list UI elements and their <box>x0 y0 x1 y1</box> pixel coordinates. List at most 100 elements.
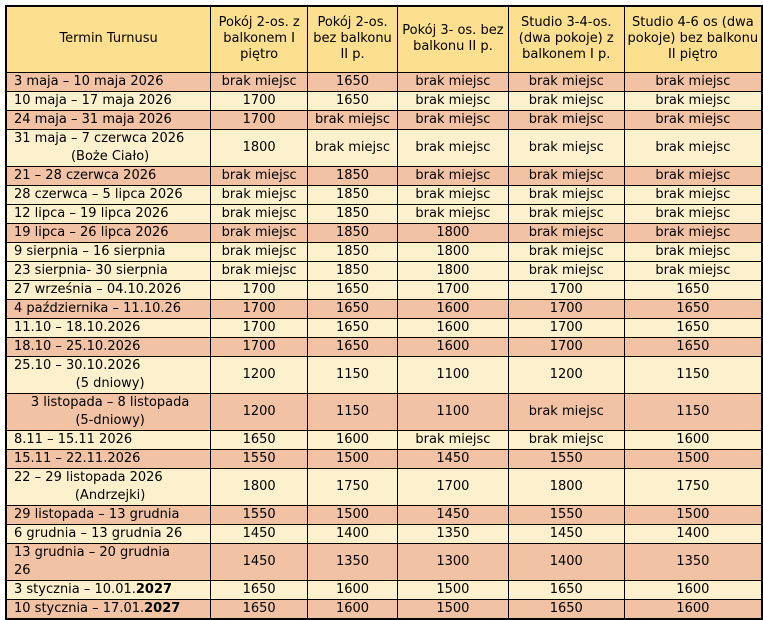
price-cell: 1600 <box>623 598 763 619</box>
term-cell: 12 lipca – 19 lipca 2026 <box>5 203 212 224</box>
table-row: 22 – 29 listopada 2026 (Andrzejki) 1800 175… <box>5 467 763 506</box>
price-cell: brak miejsc <box>507 203 625 224</box>
price-cell: 1850 <box>307 260 398 281</box>
term-label: 24 maja – 31 maja 2026 <box>14 111 172 127</box>
term-label: 21 – 28 czerwca 2026 <box>14 167 157 183</box>
term-label: 18.10 – 25.10.2026 <box>14 338 141 354</box>
table-row: 12 lipca – 19 lipca 2026 brak miejsc 1850 b… <box>5 203 763 224</box>
price-cell: 1400 <box>623 523 763 544</box>
price-cell: 1700 <box>210 109 309 130</box>
term-year-bold: 2027 <box>144 600 181 616</box>
price-cell: 1850 <box>307 165 398 186</box>
price-cell: brak miejsc <box>623 241 763 262</box>
price-cell: 1700 <box>507 317 625 338</box>
price-cell: 1600 <box>396 336 509 357</box>
price-cell: 1200 <box>210 392 309 431</box>
price-cell: brak miejsc <box>210 71 309 92</box>
column-header: Pokój 2-os. bez balkonu II p. <box>307 5 398 73</box>
term-cell: 11.10 – 18.10.2026 <box>5 317 212 338</box>
price-cell: brak miejsc <box>507 392 625 431</box>
price-cell: brak miejsc <box>396 184 509 205</box>
price-cell: brak miejsc <box>507 90 625 111</box>
term-cell: 18.10 – 25.10.2026 <box>5 336 212 357</box>
price-cell: brak miejsc <box>307 128 398 167</box>
column-header: Pokój 2-os. z balkonem I piętro <box>210 5 309 73</box>
column-header: Studio 4-6 os (dwa pokoje) bez balkonu I… <box>623 5 763 73</box>
price-cell: 1600 <box>307 598 398 619</box>
price-cell: brak miejsc <box>507 109 625 130</box>
price-cell: 1700 <box>210 90 309 111</box>
price-cell: brak miejsc <box>507 222 625 243</box>
price-cell: 1700 <box>507 279 625 300</box>
table-row: 13 grudnia – 20 grudnia 26 1450 1350 1300 140… <box>5 542 763 581</box>
term-cell: 23 sierpnia- 30 sierpnia <box>5 260 212 281</box>
term-label: 29 listopada – 13 grudnia <box>14 506 180 522</box>
table-row: 25.10 – 30.10.2026 (5 dniowy) 1200 1150 1100… <box>5 355 763 394</box>
term-label-line2: (5-dniowy) <box>75 412 145 428</box>
price-cell: brak miejsc <box>507 260 625 281</box>
tour-price-table: Termin Turnusu Pokój 2-os. z balkonem I p… <box>5 5 763 620</box>
price-cell: brak miejsc <box>507 71 625 92</box>
table-row: 3 maja – 10 maja 2026 brak miejsc 1650 brak… <box>5 71 763 92</box>
price-cell: 1150 <box>307 355 398 394</box>
price-cell: 1350 <box>623 542 763 581</box>
price-cell: 1700 <box>210 317 309 338</box>
price-cell: 1400 <box>507 542 625 581</box>
term-cell: 13 grudnia – 20 grudnia 26 <box>5 542 212 581</box>
column-header: Studio 3-4-os. (dwa pokoje) z balkonem I… <box>507 5 625 73</box>
term-cell: 6 grudnia – 13 grudnia 26 <box>5 523 212 544</box>
price-cell: 1350 <box>307 542 398 581</box>
price-cell: brak miejsc <box>396 165 509 186</box>
term-label: 9 sierpnia – 16 sierpnia <box>14 243 166 259</box>
table-row: 19 lipca – 26 lipca 2026 brak miejsc 1850 1… <box>5 222 763 243</box>
price-cell: 1750 <box>307 467 398 506</box>
price-cell: 1750 <box>623 467 763 506</box>
table-row: 9 sierpnia – 16 sierpnia brak miejsc 1850 1… <box>5 241 763 262</box>
table-row: 24 maja – 31 maja 2026 1700 brak miejsc bra… <box>5 109 763 130</box>
price-cell: 1500 <box>396 579 509 600</box>
price-cell: 1800 <box>507 467 625 506</box>
price-cell: 1550 <box>210 504 309 525</box>
term-label: 12 lipca – 19 lipca 2026 <box>14 205 169 221</box>
price-cell: 1800 <box>396 260 509 281</box>
table-row: 8.11 – 15.11 2026 1650 1600 brak miejsc brak… <box>5 429 763 450</box>
price-cell: brak miejsc <box>210 184 309 205</box>
term-label: 28 czerwca – 5 lipca 2026 <box>14 186 183 202</box>
price-cell: brak miejsc <box>507 429 625 450</box>
term-label: 4 października – 11.10.26 <box>14 300 182 316</box>
term-label-line2: (5 dniowy) <box>75 375 145 391</box>
price-cell: 1800 <box>210 128 309 167</box>
term-cell: 3 maja – 10 maja 2026 <box>5 71 212 92</box>
price-cell: 1350 <box>396 523 509 544</box>
table-row: 31 maja – 7 czerwca 2026 (Boże Ciało) 1800… <box>5 128 763 167</box>
price-cell: 1700 <box>210 298 309 319</box>
price-cell: brak miejsc <box>623 203 763 224</box>
price-cell: 1400 <box>307 523 398 544</box>
table-header: Termin Turnusu Pokój 2-os. z balkonem I p… <box>5 5 763 73</box>
price-cell: 1600 <box>307 429 398 450</box>
term-cell: 19 lipca – 26 lipca 2026 <box>5 222 212 243</box>
table-row: 3 listopada – 8 listopada (5-dniowy) 1200 1… <box>5 392 763 431</box>
term-label-line2: (Andrzejki) <box>74 487 146 503</box>
price-cell: brak miejsc <box>623 128 763 167</box>
price-cell: 1650 <box>507 579 625 600</box>
term-label: 6 grudnia – 13 grudnia 26 <box>14 525 183 541</box>
price-cell: brak miejsc <box>623 90 763 111</box>
price-cell: 1150 <box>307 392 398 431</box>
price-cell: 1650 <box>210 579 309 600</box>
term-label: 23 sierpnia- 30 sierpnia <box>14 262 168 278</box>
term-label: 11.10 – 18.10.2026 <box>14 319 141 335</box>
price-cell: 1650 <box>623 298 763 319</box>
term-label: 3 stycznia – 10.01. <box>14 581 136 597</box>
term-label: 8.11 – 15.11 2026 <box>14 431 133 447</box>
term-cell: 8.11 – 15.11 2026 <box>5 429 212 450</box>
price-cell: 1550 <box>507 504 625 525</box>
term-cell: 3 stycznia – 10.01.2027 <box>5 579 212 600</box>
price-cell: 1700 <box>396 279 509 300</box>
price-cell: 1550 <box>210 448 309 469</box>
price-cell: 1650 <box>623 336 763 357</box>
price-cell: 1700 <box>396 467 509 506</box>
term-label: 25.10 – 30.10.2026 <box>14 357 141 373</box>
price-cell: 1500 <box>307 504 398 525</box>
term-label: 3 listopada – 8 listopada <box>30 394 190 410</box>
